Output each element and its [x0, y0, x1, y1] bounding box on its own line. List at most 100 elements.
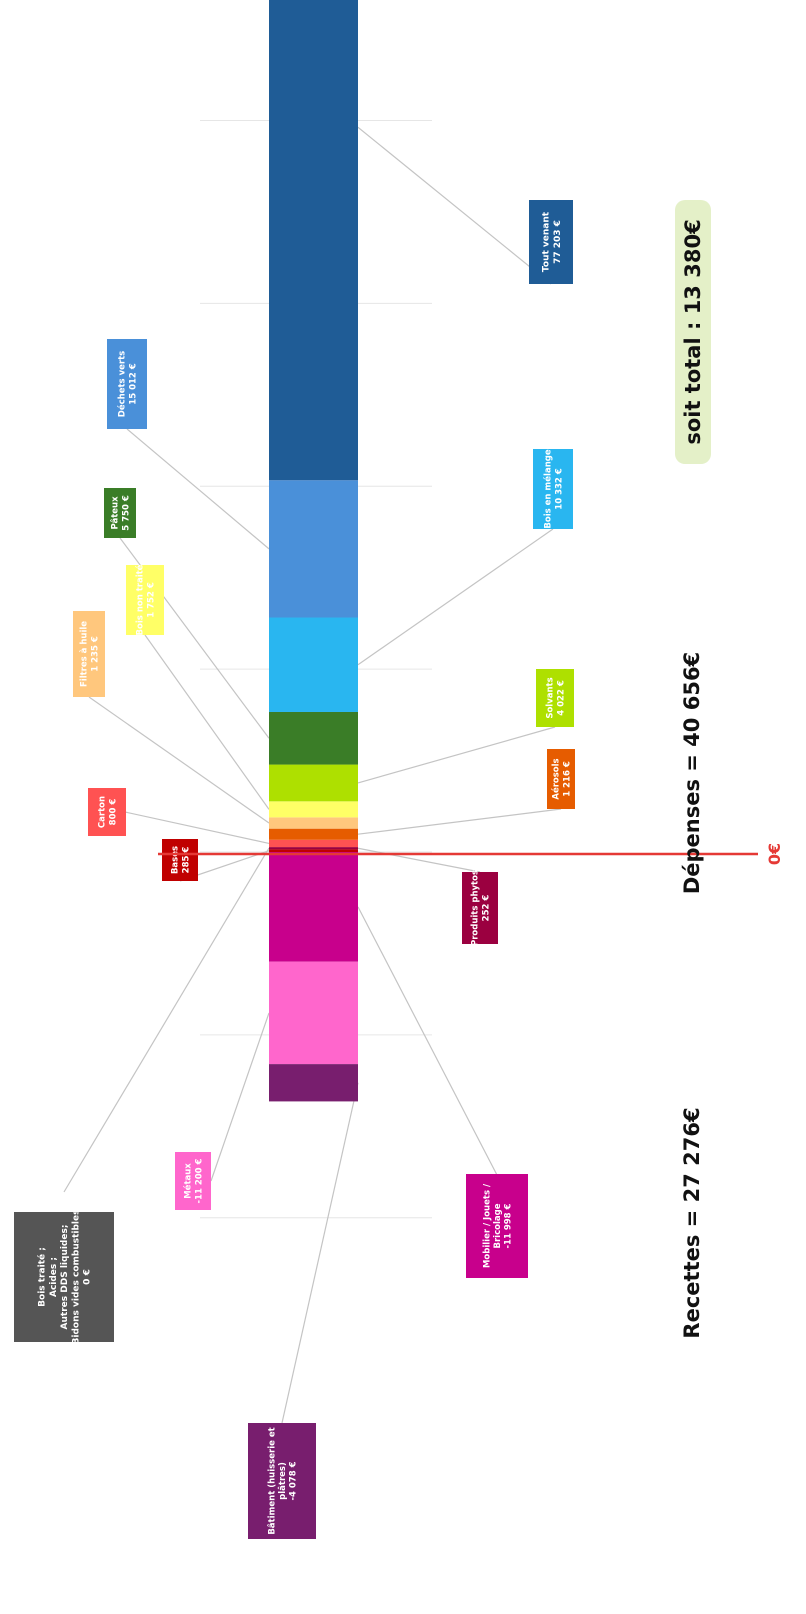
- label-text-bois-traite-acides-autres-dds-liquides-bidons-vides-combustibles: Bois traité ;Acides ;Autres DDS liquides…: [37, 1210, 93, 1345]
- leader-lines: [63, 126, 562, 1424]
- label-box-produits-phytos: [462, 872, 498, 944]
- label-box-dechets-verts: [107, 339, 147, 429]
- zero-label: 0€: [765, 843, 784, 865]
- bar-segment-metaux: [269, 961, 358, 1065]
- label-line: 1 235 €: [90, 636, 100, 672]
- label-line: Métaux: [183, 1163, 194, 1199]
- label-box-mobilier-jouets-bricolage: [466, 1174, 528, 1278]
- label-text-metaux: Métaux-11 200 €: [183, 1158, 205, 1203]
- label-text-aerosols: Aérosols1 216 €: [551, 758, 573, 799]
- label-box-batiment-huisserie-et-platres: [248, 1423, 316, 1539]
- leader-line-bois-traite-acides-autres-dds-liquides-bidons-vides-combustibles: [63, 847, 270, 1193]
- label-line: Carton: [98, 796, 108, 828]
- label-line: Tout venant: [542, 211, 552, 272]
- label-box-filtres-a-huile: [73, 611, 105, 697]
- label-line: Bidons vides combustibles: [71, 1210, 81, 1345]
- label-text-bois-non-traite: Bois non traité1 752 €: [135, 564, 157, 635]
- label-line: Mobilier / Jouets /: [482, 1183, 492, 1268]
- label-text-carton: Carton800 €: [98, 796, 119, 828]
- label-line: Bois en mélange: [543, 449, 554, 528]
- label-line: 1 752 €: [146, 582, 156, 618]
- bar-segment-pateux: [269, 711, 358, 765]
- label-line: 0 €: [83, 1269, 93, 1285]
- label-line: Acides ;: [49, 1257, 59, 1297]
- bar-segment-aerosols: [269, 828, 358, 840]
- label-line: Solvants: [546, 677, 556, 718]
- label-text-batiment-huisserie-et-platres: Bâtiment (huisserie etplâtres)-4 078 €: [267, 1427, 298, 1534]
- label-line: Autres DDS liquides;: [60, 1225, 70, 1330]
- total-badge: [675, 200, 711, 464]
- label-line: Aérosols: [551, 758, 562, 799]
- label-box-solvants: [536, 669, 574, 727]
- label-box-metaux: [175, 1152, 211, 1210]
- bar-segment-dechets-verts: [269, 480, 358, 618]
- label-line: -11 998 €: [504, 1203, 514, 1248]
- leader-line-solvants: [357, 726, 556, 784]
- bar-segment-batiment-huisserie-et-platres: [269, 1064, 358, 1102]
- label-text-bases: Bases285 €: [171, 846, 192, 874]
- bar-segment-filtres-a-huile: [269, 817, 358, 829]
- recettes-text: Recettes = 27 276€: [680, 1107, 704, 1338]
- label-text-bois-en-melange: Bois en mélange10 332 €: [543, 449, 565, 528]
- label-box-bois-non-traite: [126, 565, 164, 635]
- label-line: Bâtiment (huisserie et: [267, 1427, 277, 1534]
- label-line: 4 022 €: [556, 680, 566, 716]
- label-line: 285 €: [181, 847, 191, 874]
- leader-line-dechets-verts: [126, 428, 270, 550]
- label-line: 15 012 €: [128, 363, 138, 404]
- label-text-pateux: Pâteux5 750 €: [111, 495, 132, 531]
- leader-line-carton: [124, 811, 270, 845]
- label-line: -11 200 €: [194, 1158, 204, 1203]
- depenses-text: Dépenses = 40 656€: [680, 652, 704, 894]
- leader-line-metaux: [210, 1012, 270, 1182]
- leader-line-mobilier-jouets-bricolage: [357, 906, 498, 1176]
- label-text-solvants: Solvants4 022 €: [546, 677, 567, 718]
- leader-line-bois-en-melange: [357, 528, 554, 666]
- label-line: -4 078 €: [289, 1461, 299, 1500]
- label-line: Bois non traité: [135, 564, 146, 635]
- label-box-aerosols: [547, 749, 575, 809]
- label-line: plâtres): [278, 1462, 288, 1500]
- label-text-filtres-a-huile: Filtres à huile1 235 €: [80, 621, 101, 687]
- label-box-pateux: [104, 488, 136, 538]
- bar-segment-produits-phytos: [269, 847, 358, 850]
- label-text-tout-venant: Tout venant77 203 €: [542, 211, 563, 272]
- total-text: soit total : 13 380€: [681, 219, 705, 444]
- label-line: 252 €: [481, 895, 491, 922]
- annotations: 0€ soit total : 13 380€ Dépenses = 40 656€…: [158, 200, 784, 1339]
- bar-segment-solvants: [269, 764, 358, 802]
- label-line: Pâteux: [111, 496, 121, 530]
- label-line: Bases: [171, 846, 181, 874]
- bar-segment-mobilier-jouets-bricolage: [269, 852, 358, 962]
- leader-line-bois-non-traite: [144, 634, 270, 810]
- label-line: 1 216 €: [562, 761, 572, 797]
- label-line: Déchets verts: [117, 351, 128, 417]
- label-line: Produits phytos: [471, 870, 481, 946]
- leader-line-batiment-huisserie-et-platres: [281, 1082, 359, 1424]
- leader-line-produits-phytos: [357, 847, 481, 873]
- label-box-bases: [162, 839, 198, 881]
- label-text-produits-phytos: Produits phytos252 €: [471, 870, 492, 946]
- leader-line-aerosols: [357, 808, 562, 835]
- leader-line-filtres-a-huile: [88, 696, 270, 824]
- bar-segment-bases: [269, 849, 358, 852]
- bar-segment-carton: [269, 839, 358, 848]
- bar-segment-bois-non-traite: [269, 801, 358, 818]
- label-line: Bois traité ;: [37, 1247, 48, 1307]
- label-line: Filtres à huile: [80, 621, 90, 687]
- label-text-mobilier-jouets-bricolage: Mobilier / Jouets /Bricolage-11 998 €: [482, 1183, 513, 1268]
- label-box-tout-venant: [529, 200, 573, 284]
- label-box-bois-en-melange: [533, 449, 573, 529]
- stacked-bar: [269, 0, 358, 1102]
- label-box-carton: [88, 788, 126, 836]
- label-line: 10 332 €: [554, 468, 564, 509]
- label-line: Bricolage: [493, 1203, 503, 1248]
- label-box-bois-traite-acides-autres-dds-liquides-bidons-vides-combustibles: [14, 1212, 114, 1342]
- bar-segment-bois-en-melange: [269, 617, 358, 712]
- label-line: 800 €: [108, 799, 118, 826]
- segment-labels: Bois traité ;Acides ;Autres DDS liquides…: [14, 200, 575, 1539]
- label-line: 77 203 €: [553, 220, 563, 264]
- label-line: 5 750 €: [121, 495, 131, 531]
